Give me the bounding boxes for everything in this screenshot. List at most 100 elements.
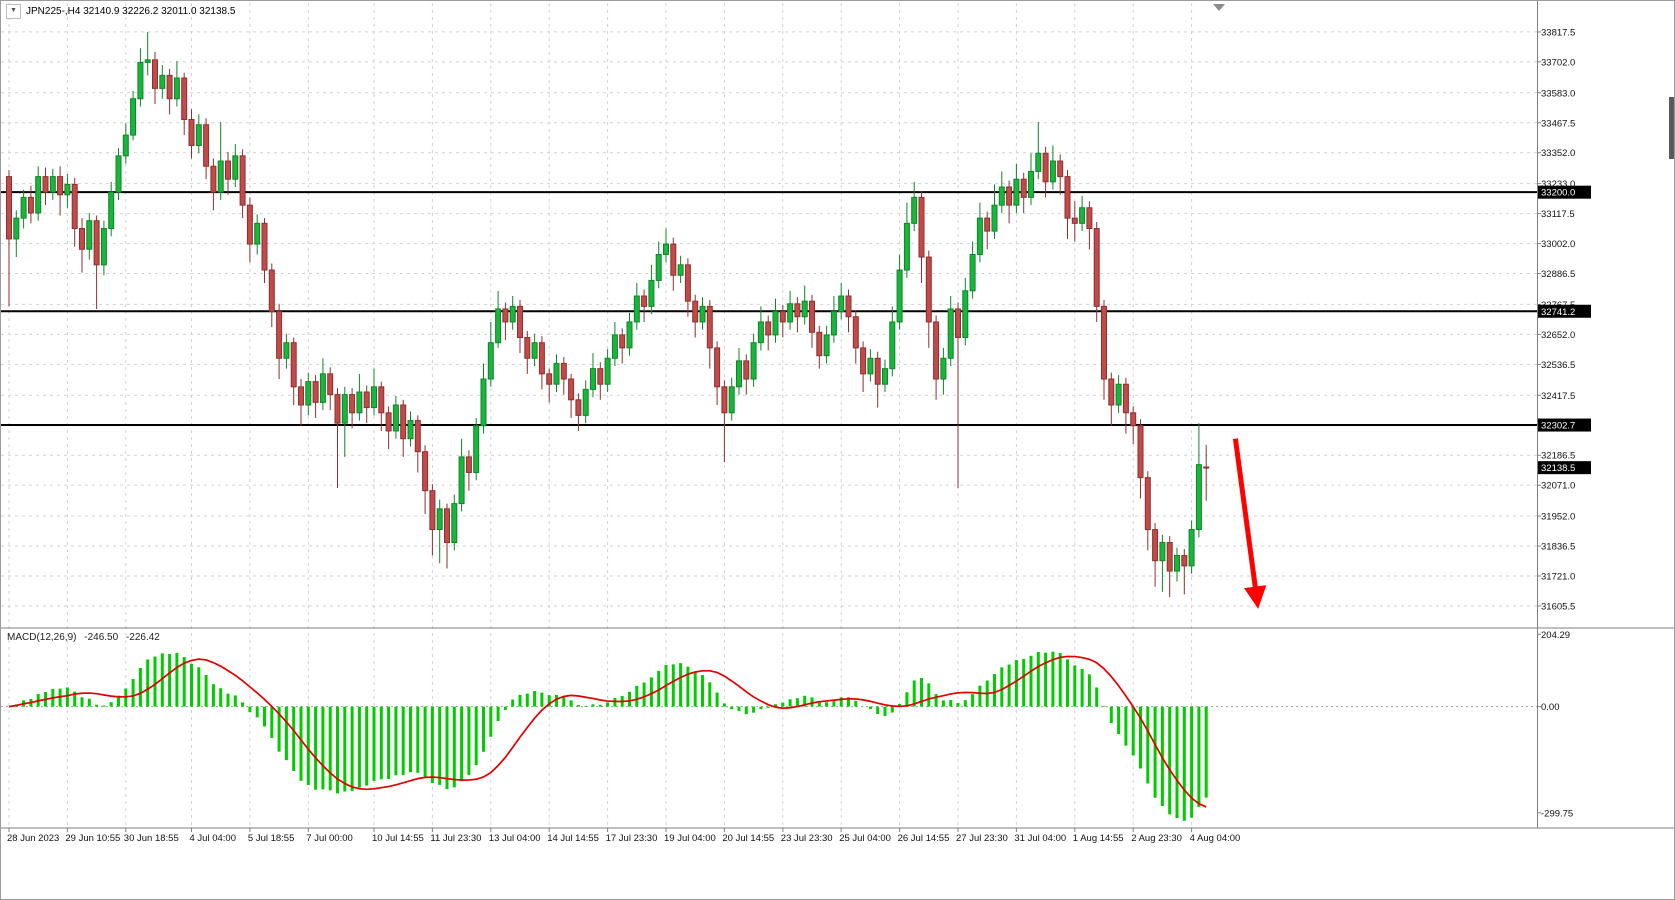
candle-body bbox=[538, 342, 545, 375]
time-axis-label: 27 Jul 23:30 bbox=[956, 833, 1008, 844]
price-axis-label: 33583.0 bbox=[1541, 88, 1575, 99]
candle-body bbox=[984, 217, 991, 232]
candle-body bbox=[976, 217, 983, 255]
candle-body bbox=[327, 373, 334, 396]
candle-body bbox=[502, 308, 509, 323]
candle-body bbox=[714, 347, 721, 388]
price-axis-label: 31605.5 bbox=[1541, 601, 1575, 612]
candle-body bbox=[765, 321, 772, 336]
candle-body bbox=[1042, 152, 1049, 183]
candle-body bbox=[641, 295, 648, 307]
candle-body bbox=[122, 134, 129, 157]
time-axis-label: 4 Jul 04:00 bbox=[190, 833, 236, 844]
candle-body bbox=[378, 386, 385, 414]
time-axis-label: 11 Jul 23:30 bbox=[430, 833, 481, 844]
candle-body bbox=[444, 508, 450, 544]
candle-body bbox=[312, 381, 319, 403]
candle-body bbox=[465, 456, 472, 473]
candle-body bbox=[298, 386, 304, 406]
candle-body bbox=[524, 337, 531, 359]
candle-body bbox=[349, 394, 356, 414]
candle-body bbox=[560, 362, 567, 380]
time-axis-label: 30 Jun 18:55 bbox=[124, 833, 179, 844]
candle-body bbox=[940, 357, 947, 380]
candle-body bbox=[166, 74, 173, 100]
candle-body bbox=[962, 290, 969, 339]
candle-body bbox=[422, 451, 429, 492]
candle-body bbox=[181, 77, 188, 121]
price-axis-label: 31952.0 bbox=[1541, 512, 1575, 523]
chart-menu-dropdown-icon[interactable]: ▼ bbox=[6, 4, 21, 19]
macd-axis-label: 0.00 bbox=[1541, 702, 1560, 713]
candle-body bbox=[590, 368, 596, 390]
candle-body bbox=[42, 176, 49, 193]
trend-arrow[interactable] bbox=[1232, 438, 1267, 609]
candle-body bbox=[969, 253, 976, 292]
candle-body bbox=[597, 368, 604, 385]
candle-body bbox=[20, 196, 27, 219]
candle-body bbox=[6, 176, 12, 240]
candle-body bbox=[371, 386, 377, 409]
candle-body bbox=[663, 243, 669, 255]
candle-body bbox=[100, 228, 107, 266]
candle-body bbox=[356, 391, 363, 414]
price-axis-label: 32417.5 bbox=[1541, 391, 1575, 402]
candle-body bbox=[319, 373, 326, 403]
candle-body bbox=[290, 342, 297, 388]
candle-body bbox=[823, 334, 830, 357]
candle-body bbox=[64, 183, 71, 196]
candle-body bbox=[246, 204, 253, 245]
candle-body bbox=[232, 155, 239, 180]
candle-body bbox=[1195, 464, 1202, 531]
candle-body bbox=[35, 176, 42, 214]
current-price-label-box bbox=[1538, 461, 1591, 475]
candle-body bbox=[203, 124, 210, 167]
candle-body bbox=[1064, 176, 1071, 219]
candle-body bbox=[531, 342, 538, 359]
candle-body bbox=[392, 404, 399, 432]
macd-label: MACD(12,26,9) -246.50 -226.42 bbox=[7, 632, 160, 643]
candle-body bbox=[852, 316, 859, 349]
candle-body bbox=[867, 357, 874, 375]
candle-body bbox=[1159, 542, 1166, 562]
candle-body bbox=[49, 176, 56, 193]
candle-body bbox=[1181, 555, 1188, 567]
time-axis-label: 7 Jul 00:00 bbox=[306, 833, 352, 844]
candle-body bbox=[838, 295, 845, 313]
candle-body bbox=[1101, 305, 1107, 380]
time-axis-label: 5 Jul 18:55 bbox=[248, 833, 294, 844]
current-price-label: 32138.5 bbox=[1541, 463, 1575, 474]
candle-body bbox=[655, 253, 662, 281]
price-axis-label: 33002.0 bbox=[1541, 239, 1575, 250]
candle-body bbox=[1130, 412, 1137, 427]
candle-body bbox=[261, 222, 268, 271]
candle-body bbox=[546, 373, 553, 385]
candle-body bbox=[619, 334, 626, 349]
price-axis-label: 31836.5 bbox=[1541, 542, 1575, 553]
time-axis-label: 1 Aug 14:55 bbox=[1073, 833, 1124, 844]
price-axis-label: 33233.0 bbox=[1541, 179, 1575, 190]
candle-body bbox=[341, 394, 348, 424]
macd-value-signal: -226.42 bbox=[125, 632, 160, 643]
candle-body bbox=[918, 196, 925, 258]
candle-body bbox=[1137, 425, 1144, 479]
price-axis-label: 32652.0 bbox=[1541, 330, 1575, 341]
right-scrollbar-thumb[interactable] bbox=[1669, 97, 1674, 159]
candle-body bbox=[1203, 466, 1210, 469]
price-axis-label: 33352.0 bbox=[1541, 148, 1575, 159]
candle-body bbox=[305, 381, 312, 406]
candle-body bbox=[254, 222, 261, 245]
price-axis-label: 33467.5 bbox=[1541, 118, 1575, 129]
candle-body bbox=[787, 303, 794, 323]
chart-title: ▼ JPN225-,H4 32140.9 32226.2 32011.0 321… bbox=[6, 4, 235, 19]
macd-value-main: -246.50 bbox=[84, 632, 119, 643]
time-axis-label: 28 Jun 2023 bbox=[7, 833, 59, 844]
candle-body bbox=[743, 360, 750, 380]
candle-body bbox=[239, 155, 246, 206]
candle-body bbox=[706, 305, 713, 349]
candle-body bbox=[699, 305, 706, 323]
chart-shift-marker[interactable] bbox=[1213, 4, 1225, 11]
price-axis-label: 31721.0 bbox=[1541, 572, 1575, 583]
time-axis-label: 26 Jul 14:55 bbox=[898, 833, 950, 844]
